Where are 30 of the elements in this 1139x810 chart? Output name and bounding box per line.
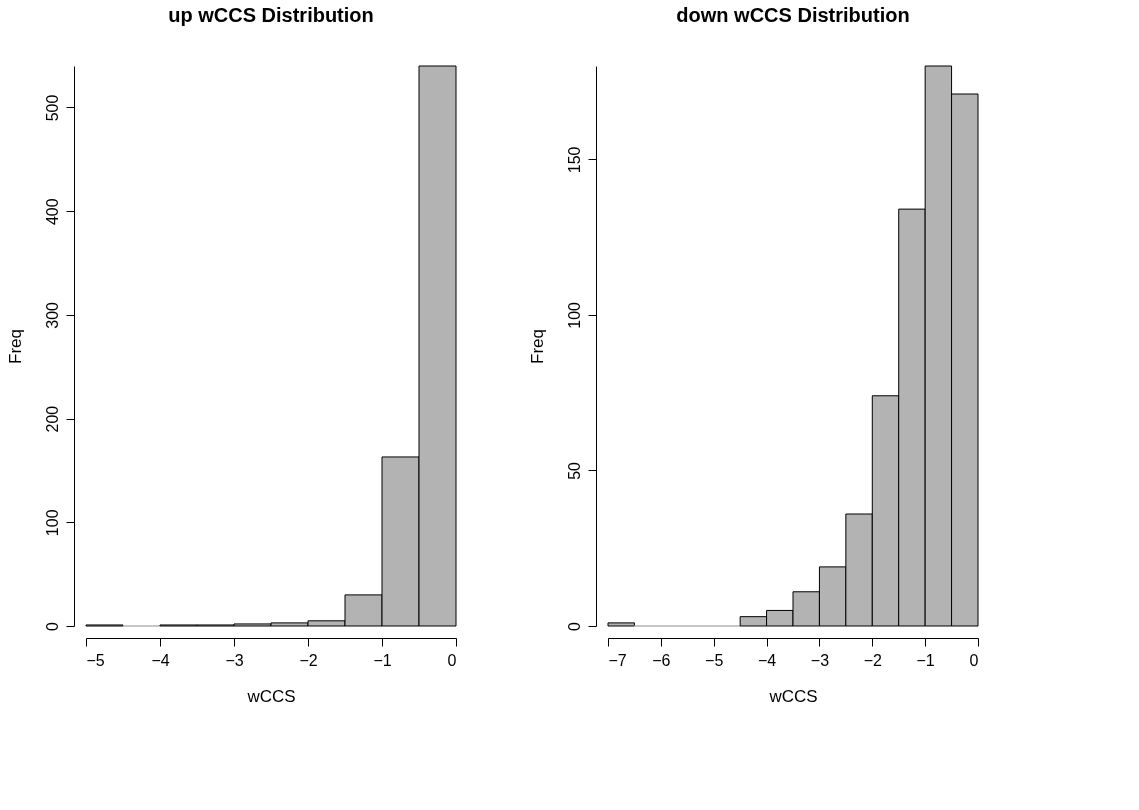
x-tick-label: −4 — [151, 651, 170, 669]
x-axis-title: wCCS — [246, 686, 296, 706]
y-tick-label: 50 — [565, 461, 583, 480]
y-tick-label: 300 — [43, 301, 61, 329]
y-tick-label: 500 — [43, 94, 61, 122]
x-tick-label: −1 — [373, 651, 392, 669]
x-tick-label: −4 — [757, 651, 777, 669]
y-axis-title: Freq — [527, 329, 547, 364]
x-tick-label: 0 — [447, 651, 457, 669]
x-tick-label: −2 — [863, 651, 882, 669]
x-tick-label: −6 — [652, 651, 671, 669]
x-tick-label: −3 — [225, 651, 244, 669]
y-tick-label: 100 — [43, 509, 61, 537]
x-tick-label: −3 — [810, 651, 830, 669]
y-tick-label: 0 — [565, 621, 583, 631]
x-tick-label: −1 — [916, 651, 935, 669]
y-tick-label: 0 — [43, 621, 61, 631]
x-tick-label: 0 — [969, 651, 979, 669]
x-tick-label: −7 — [608, 651, 627, 669]
y-axis-title: Freq — [5, 329, 25, 364]
y-tick-label: 150 — [565, 146, 583, 174]
chart-title: up wCCS Distribution — [168, 3, 374, 26]
x-tick-label: −2 — [299, 651, 318, 669]
x-axis-title: wCCS — [768, 686, 818, 706]
y-tick-label: 400 — [43, 198, 61, 226]
chart-title: down wCCS Distribution — [676, 3, 910, 26]
x-tick-label: −5 — [705, 651, 724, 669]
x-tick-label: −5 — [86, 651, 105, 669]
y-tick-label: 100 — [565, 301, 583, 329]
y-tick-label: 200 — [43, 405, 61, 433]
